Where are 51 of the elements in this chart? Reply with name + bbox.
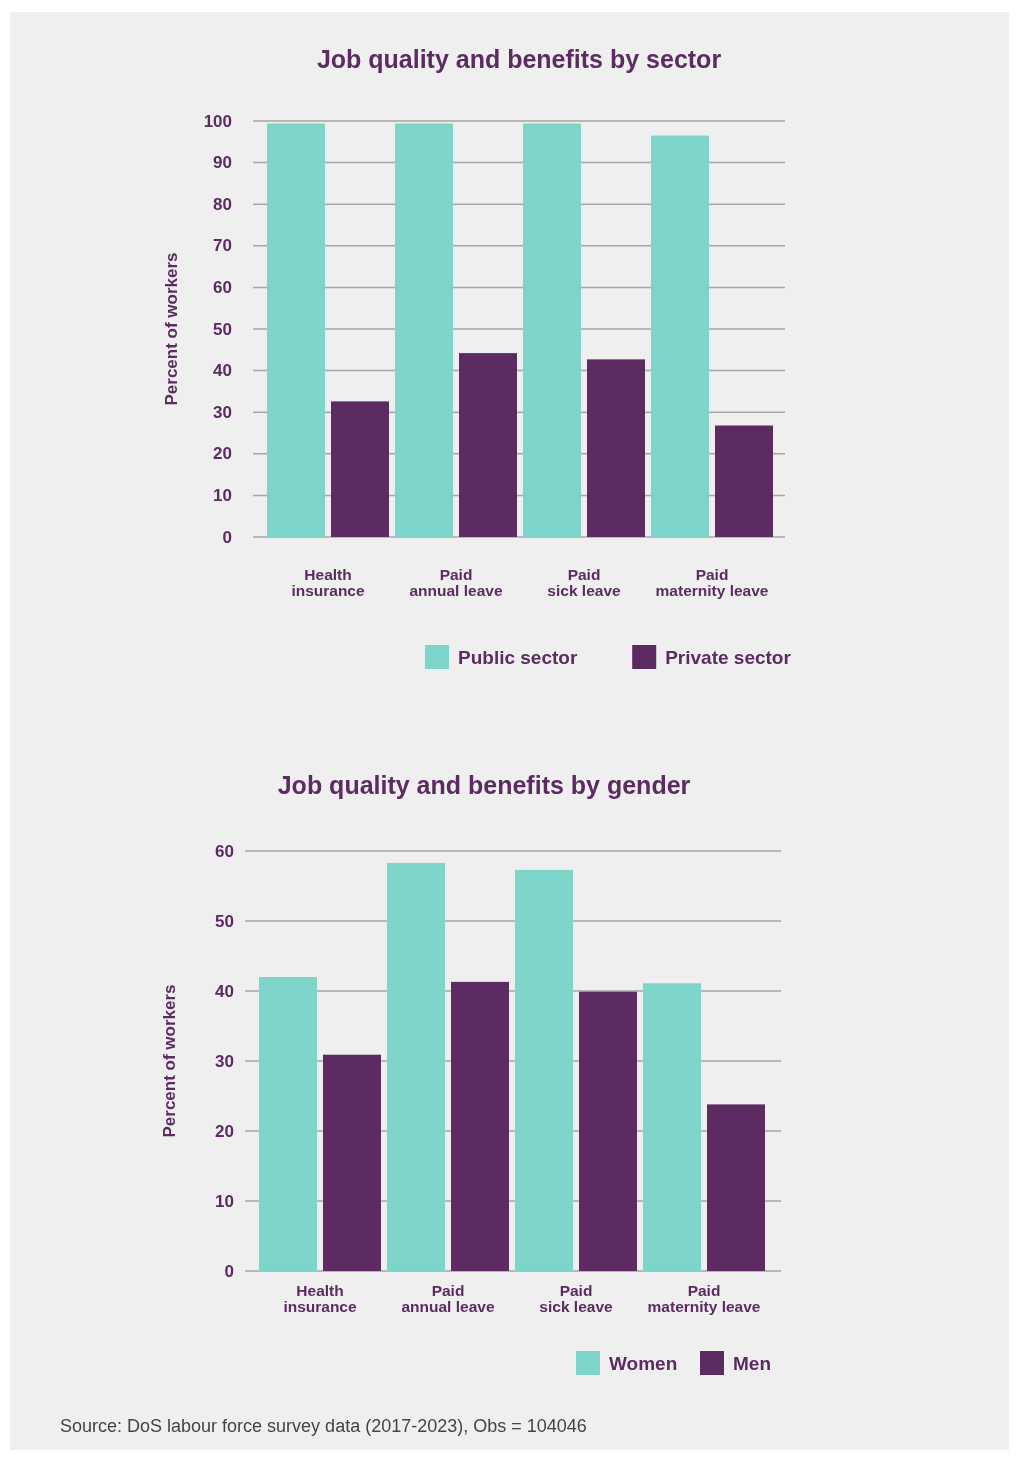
y-axis-title: Percent of workers: [159, 984, 179, 1138]
bar: [579, 991, 637, 1271]
y-tick-label: 10: [215, 1191, 234, 1211]
y-tick-label: 0: [222, 527, 232, 547]
source-note: Source: DoS labour force survey data (2017-2023), Obs = 104046: [60, 1416, 587, 1436]
bar: [587, 359, 645, 537]
x-tick-label: Health insurance: [283, 1282, 357, 1315]
y-tick-label: 60: [215, 841, 234, 861]
legend-label: Women: [609, 1352, 678, 1374]
chart-title: Job quality and benefits by sector: [316, 45, 722, 73]
bar: [707, 1104, 765, 1271]
y-tick-label: 50: [213, 319, 232, 339]
x-tick-label: Paid annual leave: [409, 566, 503, 599]
bar: [651, 135, 709, 537]
y-tick-label: 20: [215, 1121, 234, 1141]
y-tick-label: 50: [215, 911, 234, 931]
bar: [515, 869, 573, 1271]
y-tick-label: 40: [215, 981, 234, 1001]
chart-title: Job quality and benefits by gender: [277, 771, 691, 799]
bar: [523, 123, 581, 537]
y-tick-label: 60: [213, 277, 232, 297]
x-tick-label: Paid sick leave: [547, 566, 622, 599]
legend-label: Public sector: [458, 646, 578, 668]
bar: [451, 981, 509, 1271]
y-tick-label: 90: [213, 153, 232, 173]
bar: [323, 1054, 381, 1271]
bar: [643, 983, 701, 1271]
x-tick-label: Health insurance: [291, 566, 365, 599]
y-tick-label: 70: [213, 236, 232, 256]
y-axis-title: Percent of workers: [161, 252, 181, 406]
y-tick-label: 30: [213, 402, 232, 422]
y-tick-label: 0: [224, 1261, 234, 1281]
x-tick-label: Paid maternity leave: [655, 566, 769, 599]
y-tick-label: 40: [213, 361, 232, 381]
x-tick-label: Paid sick leave: [539, 1282, 614, 1315]
bar: [387, 862, 445, 1271]
legend-label: Private sector: [665, 646, 792, 668]
y-tick-label: 20: [213, 444, 232, 464]
y-tick-label: 100: [203, 111, 232, 131]
bar: [259, 977, 317, 1271]
y-tick-label: 80: [213, 194, 232, 214]
y-tick-label: 30: [215, 1051, 234, 1071]
bar: [459, 353, 517, 537]
y-tick-label: 10: [213, 485, 232, 505]
x-tick-label: Paid annual leave: [401, 1282, 495, 1315]
bar: [267, 123, 325, 537]
bar: [715, 425, 773, 537]
bar: [331, 401, 389, 537]
bar: [395, 123, 453, 537]
legend-label: Men: [733, 1352, 771, 1374]
x-tick-label: Paid maternity leave: [647, 1282, 761, 1315]
